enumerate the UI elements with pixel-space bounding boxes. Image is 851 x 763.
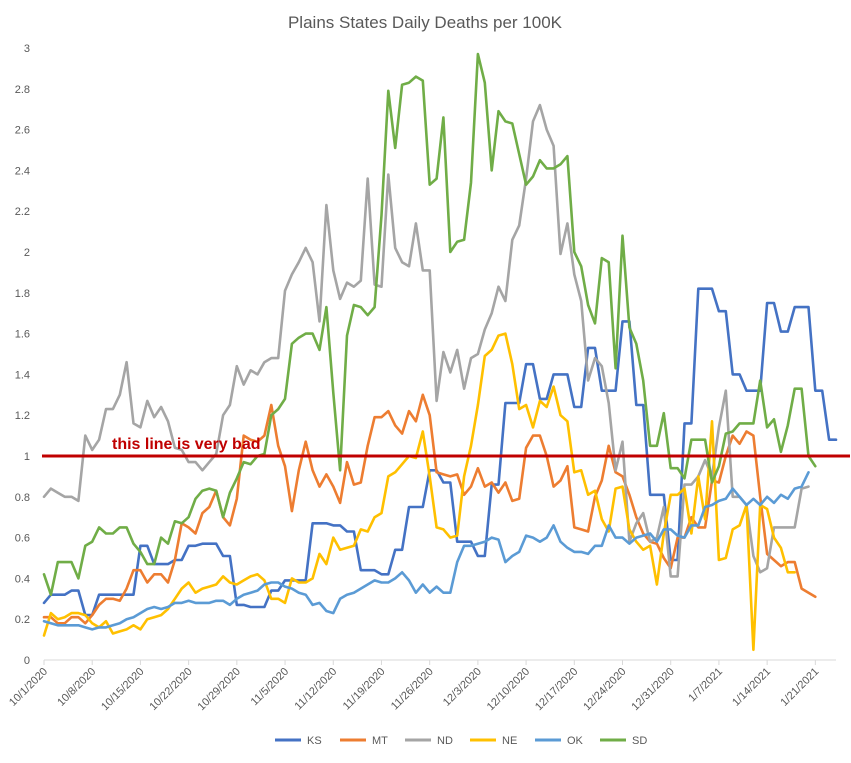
series-line-ne [42, 332, 797, 652]
x-tick-label: 10/29/2020 [196, 666, 243, 713]
x-tick-label: 12/24/2020 [581, 666, 628, 713]
y-tick-label: 2.6 [15, 125, 30, 137]
x-tick-label: 10/15/2020 [99, 666, 146, 713]
y-tick-label: 1.4 [15, 369, 30, 381]
chart-title: Plains States Daily Deaths per 100K [288, 13, 563, 32]
x-tick-label: 11/12/2020 [293, 666, 340, 713]
y-axis-tick-labels: 0 0.2 0.4 0.6 0.8 1 1.2 1.4 1.6 1.8 2 2.2 2.4 2.6 2.8 3 [15, 43, 30, 667]
x-tick-label: 1/14/2021 [730, 666, 773, 709]
y-tick-label: 1.8 [15, 288, 30, 300]
x-tick-label: 11/19/2020 [341, 666, 388, 713]
x-tick-label: 10/8/2020 [55, 666, 98, 709]
x-tick-label: 1/7/2021 [686, 666, 725, 705]
y-tick-label: 3 [24, 43, 30, 55]
x-tick-label: 12/17/2020 [533, 666, 580, 713]
series-line-mt [42, 393, 817, 625]
series-line-sd [42, 52, 817, 597]
y-tick-label: 1.6 [15, 329, 30, 341]
y-tick-label: 0.8 [15, 492, 30, 504]
legend-label-ne: NE [502, 735, 517, 747]
legend-label-sd: SD [632, 735, 647, 747]
y-tick-label: 2.4 [15, 165, 30, 177]
threshold-label: this line is very bad [112, 436, 261, 453]
x-tick-label: 12/3/2020 [441, 666, 484, 709]
x-tick-label: 11/26/2020 [389, 666, 436, 713]
x-tick-label: 1/21/2021 [778, 666, 821, 709]
series-line-ok [42, 470, 810, 631]
series-line-nd [42, 103, 810, 578]
y-tick-label: 0.4 [15, 573, 30, 585]
x-axis-tick-labels: 10/1/2020 10/8/2020 10/15/2020 10/22/2020 10… [7, 660, 821, 713]
y-tick-label: 2 [24, 247, 30, 259]
y-tick-label: 1.2 [15, 410, 30, 422]
series-lines [42, 52, 838, 652]
y-tick-label: 2.8 [15, 84, 30, 96]
x-tick-label: 12/31/2020 [629, 666, 676, 713]
x-tick-label: 10/1/2020 [7, 666, 50, 709]
y-tick-label: 0.2 [15, 614, 30, 626]
legend-label-ks: KS [307, 735, 322, 747]
x-tick-label: 12/10/2020 [485, 666, 532, 713]
y-tick-label: 1 [24, 451, 30, 463]
x-tick-label: 11/5/2020 [249, 666, 292, 709]
x-tick-label: 10/22/2020 [147, 666, 194, 713]
y-tick-label: 0.6 [15, 533, 30, 545]
legend-label-mt: MT [372, 735, 388, 747]
legend-label-nd: ND [437, 735, 453, 747]
y-tick-label: 0 [24, 655, 30, 667]
legend: KS MT ND NE OK SD [275, 735, 647, 747]
y-tick-label: 2.2 [15, 206, 30, 218]
legend-label-ok: OK [567, 735, 584, 747]
